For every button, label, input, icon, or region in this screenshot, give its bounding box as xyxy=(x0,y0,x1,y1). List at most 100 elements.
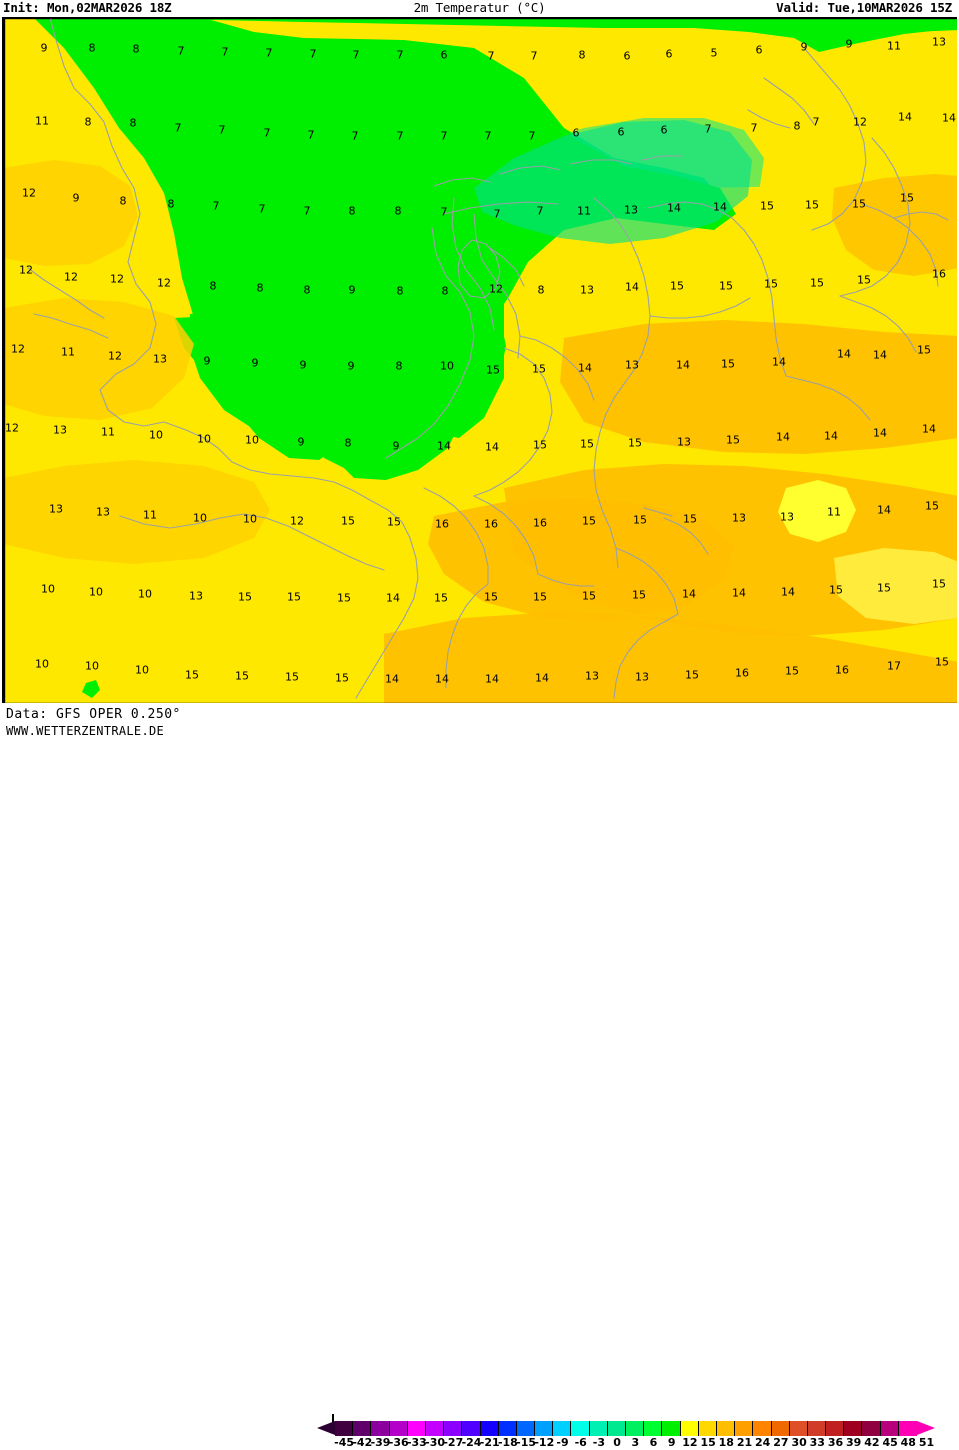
colorbar-tick: 9 xyxy=(667,1436,676,1449)
grid-value-label: 8 xyxy=(537,283,545,297)
grid-value-label: 14 xyxy=(485,672,499,686)
grid-value-label: 13 xyxy=(635,670,649,684)
grid-value-label: 6 xyxy=(755,43,763,57)
grid-value-label: 15 xyxy=(632,588,646,602)
data-source-label: Data: GFS OPER 0.250° xyxy=(6,707,181,722)
colorbar-tick: 12 xyxy=(682,1436,698,1449)
grid-value-label: 15 xyxy=(829,583,843,597)
colorbar-swatch xyxy=(516,1421,536,1436)
grid-value-label: 15 xyxy=(580,437,594,451)
colorbar-tick: 21 xyxy=(736,1436,753,1449)
grid-value-label: 15 xyxy=(726,433,740,447)
grid-value-label: 14 xyxy=(713,200,727,214)
grid-value-label: 8 xyxy=(395,359,403,373)
colorbar-tick: -24 xyxy=(461,1436,482,1449)
colorbar-tick: -3 xyxy=(592,1436,606,1449)
grid-value-label: 8 xyxy=(396,284,404,298)
grid-value-label: 7 xyxy=(351,129,359,143)
grid-value-label: 15 xyxy=(764,277,778,291)
grid-value-label: 13 xyxy=(625,358,639,372)
colorbar-tick: 18 xyxy=(718,1436,734,1449)
colorbar-tick: -36 xyxy=(388,1436,409,1449)
colorbar-swatch xyxy=(571,1421,590,1436)
grid-value-label: 7 xyxy=(352,48,360,62)
grid-value-label: 15 xyxy=(335,671,349,685)
grid-value-label: 9 xyxy=(347,359,355,373)
grid-value-label: 15 xyxy=(719,279,733,293)
grid-value-label: 10 xyxy=(197,432,211,446)
grid-value-label: 12 xyxy=(22,186,36,200)
grid-value-label: 12 xyxy=(5,421,19,435)
grid-value-label: 6 xyxy=(660,123,668,137)
grid-value-label: 15 xyxy=(582,589,596,603)
colorbar-swatch xyxy=(716,1421,736,1436)
grid-value-label: 8 xyxy=(344,436,352,450)
colorbar-tick: 6 xyxy=(649,1436,658,1449)
grid-value-label: 11 xyxy=(61,345,75,359)
grid-value-label: 14 xyxy=(898,110,912,124)
grid-value-label: 8 xyxy=(394,204,402,218)
colorbar-swatch xyxy=(589,1421,608,1436)
grid-value-label: 10 xyxy=(85,659,99,673)
grid-value-label: 14 xyxy=(485,440,499,454)
colorbar-tick: 30 xyxy=(791,1436,807,1449)
colorbar-tick: -6 xyxy=(574,1436,587,1449)
grid-value-label: 15 xyxy=(238,590,252,604)
grid-value-label: 7 xyxy=(221,45,229,59)
grid-value-label: 14 xyxy=(667,201,681,215)
grid-value-label: 7 xyxy=(177,44,185,58)
grid-value-label: 9 xyxy=(72,191,80,205)
grid-value-label: 7 xyxy=(303,204,311,218)
grid-value-label: 15 xyxy=(670,279,684,293)
colorbar-tick: -42 xyxy=(352,1436,373,1449)
grid-value-label: 12 xyxy=(489,282,503,296)
grid-value-label: 7 xyxy=(440,129,448,143)
colorbar-arrow-right xyxy=(917,1421,936,1435)
grid-value-label: 13 xyxy=(153,352,167,366)
grid-value-label: 16 xyxy=(533,516,547,530)
grid-value-label: 14 xyxy=(772,355,786,369)
colorbar-swatch xyxy=(826,1421,845,1436)
colorbar-tick: 45 xyxy=(882,1436,898,1449)
colorbar-tick: -39 xyxy=(370,1436,391,1449)
colorbar-tick: 39 xyxy=(846,1436,862,1449)
grid-value-label: 8 xyxy=(167,197,175,211)
grid-value-label: 16 xyxy=(835,663,849,677)
grid-value-label: 11 xyxy=(887,39,901,53)
grid-value-label: 7 xyxy=(487,49,495,63)
grid-value-label: 13 xyxy=(585,669,599,683)
grid-value-label: 8 xyxy=(132,42,140,56)
colorbar-swatch xyxy=(335,1421,354,1436)
colorbar-tick: 36 xyxy=(827,1436,844,1449)
grid-value-label: 8 xyxy=(441,284,449,298)
grid-value-label: 15 xyxy=(533,438,547,452)
grid-value-label: 12 xyxy=(11,342,25,356)
grid-value-label: 7 xyxy=(440,205,448,219)
colorbar-legend[interactable]: -45 -42 -39 -36 -33 -30 -27 -24 -21 -18 -15 -12 -9 -6… xyxy=(317,1416,955,1449)
grid-value-label: 10 xyxy=(41,582,55,596)
grid-value-label: 15 xyxy=(533,590,547,604)
grid-value-label: 15 xyxy=(925,499,939,513)
grid-value-label: 15 xyxy=(900,191,914,205)
colorbar-tick: 51 xyxy=(918,1436,935,1449)
grid-value-label: 7 xyxy=(484,129,492,143)
colorbar-swatch xyxy=(880,1421,899,1436)
map-header: Init: Mon,02MAR2026 18Z 2m Temperatur (°… xyxy=(0,0,959,17)
grid-value-label: 10 xyxy=(245,433,259,447)
grid-value-label: 13 xyxy=(580,283,594,297)
grid-value-label: 6 xyxy=(623,49,631,63)
colorbar-swatch xyxy=(498,1421,517,1436)
grid-value-label: 14 xyxy=(385,672,399,686)
grid-value-label: 14 xyxy=(578,361,592,375)
grid-value-label: 8 xyxy=(129,116,137,130)
grid-value-label: 14 xyxy=(873,348,887,362)
colorbar-swatch xyxy=(626,1421,645,1436)
colorbar-swatch xyxy=(607,1421,626,1436)
colorbar-tick: 33 xyxy=(809,1436,825,1449)
colorbar-tick: -30 xyxy=(425,1436,446,1449)
grid-value-label: 11 xyxy=(827,505,841,519)
grid-value-label: 15 xyxy=(935,655,949,669)
temperature-map[interactable]: 9 8 8 7 7 7 7 7 7 6 7 7 8 6 6 5 6 9 9 11 13 11 8 8 7 7 7 7 7 7 7 7 7 6 6 6 7… xyxy=(2,17,957,703)
grid-value-label: 14 xyxy=(437,439,451,453)
grid-value-label: 15 xyxy=(810,276,824,290)
